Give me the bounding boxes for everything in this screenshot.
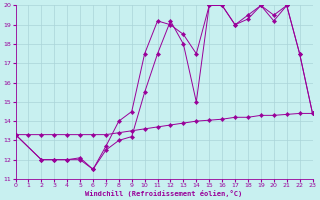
X-axis label: Windchill (Refroidissement éolien,°C): Windchill (Refroidissement éolien,°C): [85, 190, 243, 197]
